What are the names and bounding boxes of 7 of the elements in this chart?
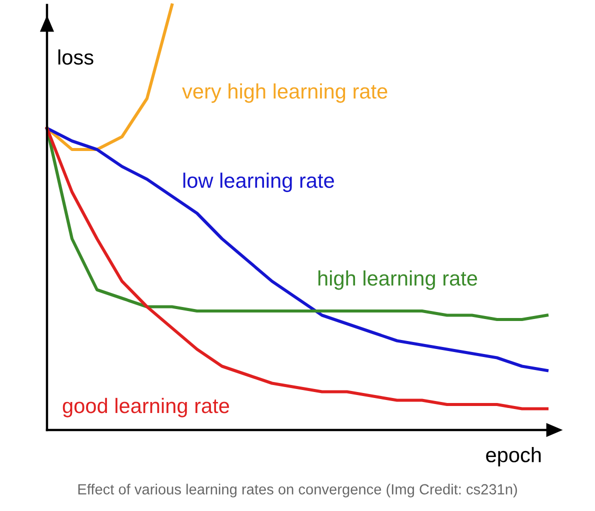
series-label: very high learning rate (182, 83, 388, 103)
text: Effect of various learning rates on convergence (Img Credit: cs231n) (78, 484, 517, 498)
x-axis-title: epoch (486, 447, 541, 466)
y-axis-title: loss (58, 49, 94, 65)
series-label: high learning rate (318, 270, 478, 290)
series-label: good learning rate (62, 398, 230, 418)
series-label: low learning rate (183, 172, 334, 192)
